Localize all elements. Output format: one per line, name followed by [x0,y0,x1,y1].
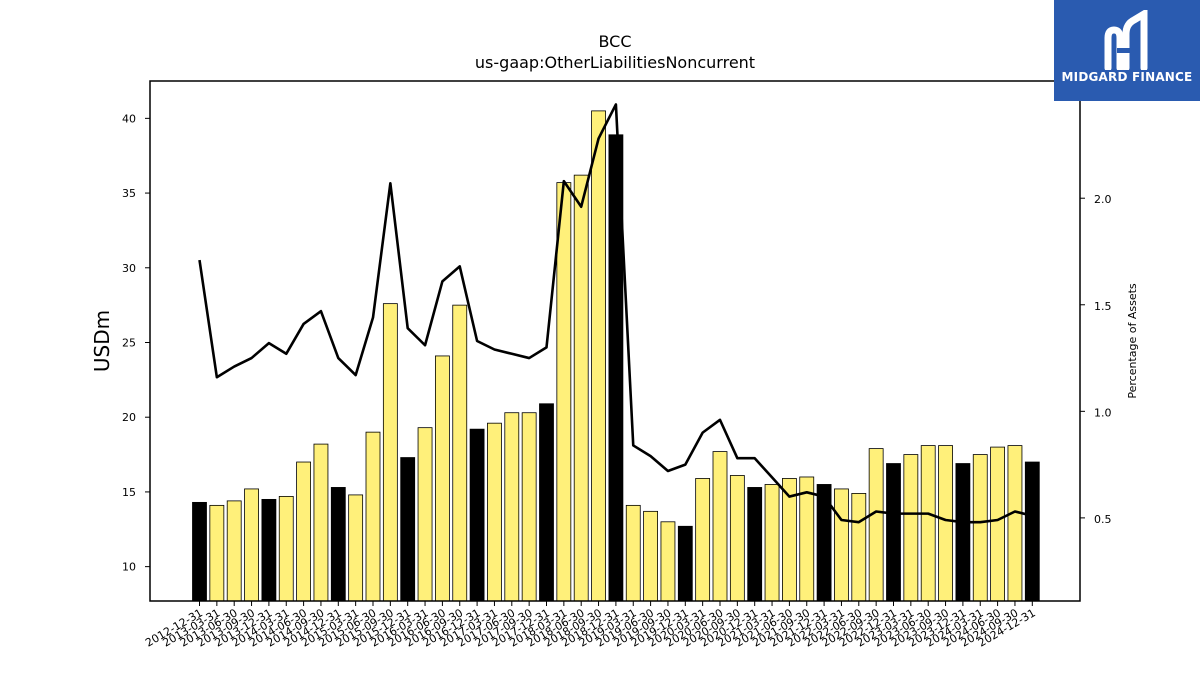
y2-tick-label: 1.5 [1094,300,1112,313]
midgard-logo-icon [1104,10,1148,70]
y-axis-right: 0.5 1.0 1.5 2.0 [1080,193,1112,526]
chart-subtitle: us-gaap:OtherLiabilitiesNoncurrent [475,53,755,72]
y-tick-label: 30 [122,262,136,275]
bar [539,403,554,602]
y-axis-left: 10 15 20 25 30 35 40 [122,112,150,574]
bar [504,412,520,602]
plot-frame [149,80,1081,602]
series-line [198,103,1033,524]
bar [868,448,884,602]
bar [382,303,398,602]
bar [296,461,312,602]
bar [834,488,849,602]
bar [261,498,277,602]
bar [521,412,537,602]
bar [330,487,346,602]
y-tick-label: 10 [122,561,136,574]
bar [244,488,259,602]
bar [695,478,711,602]
logo-text: MIDGARD FINANCE [1061,70,1193,84]
bar [556,182,572,602]
bar [469,428,485,602]
bar [209,504,225,602]
logo: MIDGARD FINANCE [1054,0,1200,101]
bar [1007,445,1023,602]
bar [851,493,867,602]
bar [747,487,763,602]
bar [764,484,780,602]
bar [955,463,971,602]
bar [990,446,1005,602]
bar [660,521,676,602]
bar [487,422,502,602]
bar [192,501,207,602]
bar [643,510,658,602]
chart-title: BCC [598,32,631,51]
bar [625,504,641,602]
bar [434,355,450,602]
y2-axis-label: Percentage of Assets [1126,283,1139,399]
bar [972,454,988,602]
bar-series [192,110,1040,602]
bar [1024,461,1040,602]
y-tick-label: 35 [122,187,136,200]
bar [903,454,919,602]
bar [400,457,416,602]
bar [799,476,815,602]
y2-tick-label: 0.5 [1094,513,1112,526]
y-tick-label: 20 [122,411,136,424]
bar [573,174,589,602]
bar [226,500,242,602]
bar [365,431,381,602]
bar [313,443,329,602]
bar [348,494,364,602]
line-series [198,103,1033,524]
bar [712,451,728,602]
bar [886,463,901,602]
bar [729,475,745,602]
bar [278,495,294,602]
y-tick-label: 40 [122,112,136,125]
bar [920,445,936,602]
y-axis-label: USDm [90,310,114,372]
bar [677,525,693,602]
y2-tick-label: 2.0 [1094,193,1112,206]
y-tick-label: 25 [122,336,136,349]
bar [452,304,468,602]
bar [591,110,606,602]
bar [417,427,433,602]
bar [938,445,953,602]
y2-tick-label: 1.0 [1094,406,1112,419]
y-tick-label: 15 [122,486,136,499]
x-axis: 2012-12-312013-03-312013-06-302013-09-30… [143,601,1038,650]
